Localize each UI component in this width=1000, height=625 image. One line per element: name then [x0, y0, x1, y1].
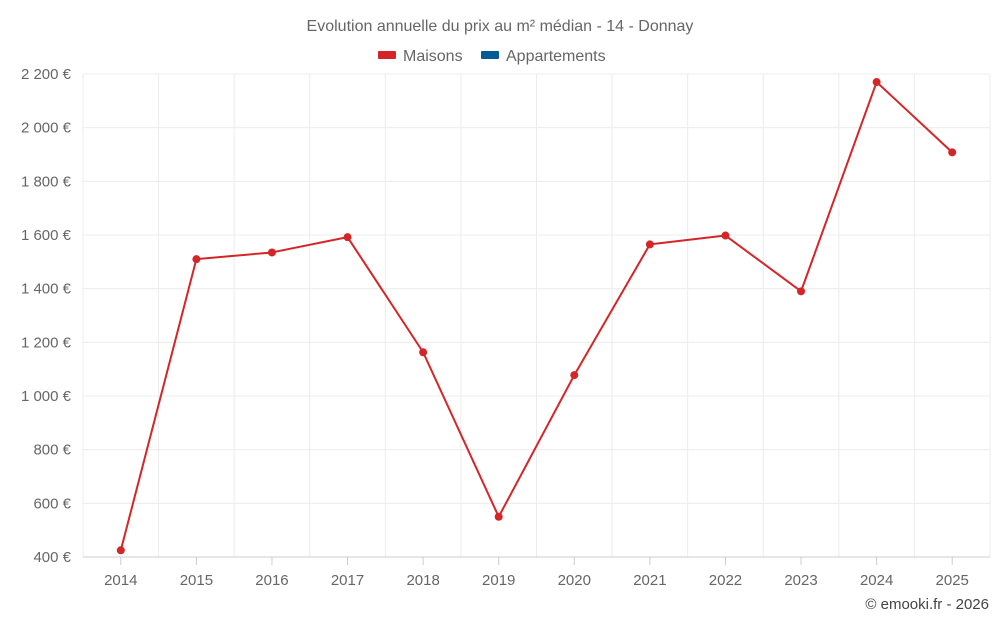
x-tick-label: 2025 — [936, 572, 969, 589]
x-tick-label: 2017 — [331, 572, 364, 589]
chart-title: Evolution annuelle du prix au m² médian … — [307, 18, 694, 35]
data-point-maisons[interactable] — [872, 78, 881, 87]
y-tick-label: 1 800 € — [21, 173, 72, 190]
x-tick-label: 2015 — [180, 572, 213, 589]
y-axis: 400 € 600 € 800 € 1 000 € 1 200 € 1 400 € 1 60… — [21, 66, 72, 566]
legend: Maisons Appartements — [378, 48, 606, 65]
data-point-maisons[interactable] — [343, 233, 352, 242]
legend-swatch-appartements — [481, 51, 499, 59]
gridlines — [82, 73, 991, 557]
legend-item-maisons[interactable]: Maisons — [378, 48, 463, 65]
data-point-maisons[interactable] — [419, 348, 428, 357]
x-tick-label: 2021 — [633, 572, 666, 589]
y-tick-label: 400 € — [33, 549, 71, 566]
x-tick-label: 2024 — [860, 572, 893, 589]
x-axis: 2014 2015 2016 2017 2018 2019 2020 2021 2022 2023… — [83, 556, 990, 589]
x-tick-label: 2020 — [558, 572, 591, 589]
data-point-maisons[interactable] — [948, 148, 957, 157]
legend-label-appartements: Appartements — [506, 48, 606, 65]
y-tick-label: 1 200 € — [21, 334, 72, 351]
credit-text: © emooki.fr - 2026 — [865, 596, 989, 613]
data-point-maisons[interactable] — [570, 371, 579, 380]
data-point-maisons[interactable] — [721, 231, 730, 240]
y-tick-label: 2 200 € — [21, 66, 72, 83]
x-tick-label: 2014 — [104, 572, 137, 589]
x-tick-label: 2022 — [709, 572, 742, 589]
series-line-maisons — [119, 81, 953, 551]
x-tick-label: 2023 — [784, 572, 817, 589]
legend-swatch-maisons — [378, 51, 396, 59]
x-tick-label: 2019 — [482, 572, 515, 589]
y-tick-label: 1 000 € — [21, 388, 72, 405]
legend-label-maisons: Maisons — [403, 48, 463, 65]
data-point-maisons[interactable] — [116, 546, 125, 555]
y-tick-label: 1 600 € — [21, 227, 72, 244]
series-layer — [116, 78, 957, 555]
y-tick-label: 800 € — [33, 442, 71, 459]
data-point-maisons[interactable] — [192, 255, 201, 264]
y-tick-label: 1 400 € — [21, 281, 72, 298]
x-tick-label: 2018 — [406, 572, 439, 589]
y-tick-label: 2 000 € — [21, 120, 72, 137]
legend-item-appartements[interactable]: Appartements — [481, 48, 606, 65]
data-point-maisons[interactable] — [645, 240, 654, 249]
x-tick-label: 2016 — [255, 572, 288, 589]
data-point-maisons[interactable] — [494, 512, 503, 521]
data-point-maisons[interactable] — [267, 248, 276, 257]
y-tick-label: 600 € — [33, 495, 71, 512]
data-point-maisons[interactable] — [797, 287, 806, 296]
